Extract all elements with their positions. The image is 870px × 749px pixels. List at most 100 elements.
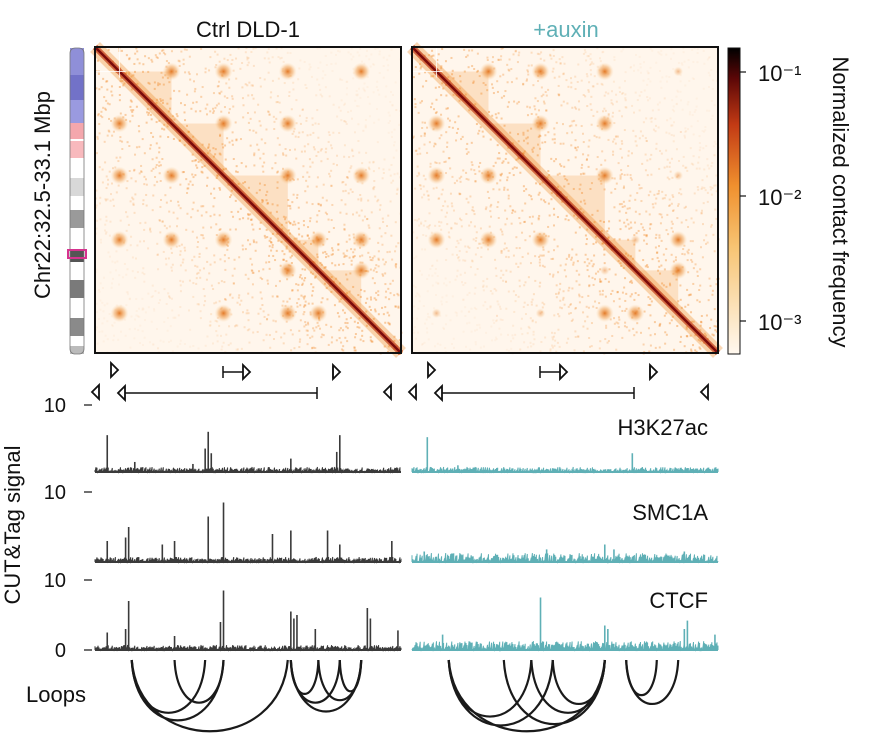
map-speckle xyxy=(701,186,704,189)
map-speckle xyxy=(330,144,333,147)
map-speckle xyxy=(499,305,502,308)
map-speckle xyxy=(575,149,578,152)
map-speckle xyxy=(555,284,558,287)
map-speckle xyxy=(158,83,161,86)
map-speckle xyxy=(343,228,346,231)
map-speckle xyxy=(312,327,315,330)
map-speckle xyxy=(508,69,511,72)
map-speckle xyxy=(655,233,658,236)
map-speckle xyxy=(658,245,661,248)
map-speckle xyxy=(129,244,132,247)
map-speckle xyxy=(590,62,593,65)
map-speckle xyxy=(162,51,165,54)
map-speckle xyxy=(267,110,270,113)
map-speckle xyxy=(356,93,359,96)
map-speckle xyxy=(459,273,462,276)
map-speckle xyxy=(342,349,345,352)
map-speckle xyxy=(166,329,169,332)
map-speckle xyxy=(266,318,269,321)
map-speckle xyxy=(160,71,163,74)
map-speckle xyxy=(498,157,501,160)
map-speckle xyxy=(513,310,516,313)
map-speckle xyxy=(266,190,269,193)
map-speckle xyxy=(696,52,699,55)
map-speckle xyxy=(715,174,718,177)
map-speckle xyxy=(713,154,716,157)
map-speckle xyxy=(422,305,425,308)
map-speckle xyxy=(223,281,226,284)
map-speckle xyxy=(495,320,498,323)
map-speckle xyxy=(701,129,704,132)
map-speckle xyxy=(679,131,682,134)
map-speckle xyxy=(552,224,555,227)
map-speckle xyxy=(298,114,301,117)
map-speckle xyxy=(475,236,478,239)
map-speckle xyxy=(346,278,349,281)
map-speckle xyxy=(213,302,216,305)
map-speckle xyxy=(422,174,425,177)
map-speckle xyxy=(390,234,393,237)
map-speckle xyxy=(665,53,668,56)
map-speckle xyxy=(703,62,706,65)
ideogram-band xyxy=(70,196,84,210)
map-speckle xyxy=(425,79,428,82)
map-speckle xyxy=(444,277,447,280)
map-speckle xyxy=(433,345,436,348)
map-speckle xyxy=(95,197,98,200)
map-speckle xyxy=(435,293,438,296)
map-speckle xyxy=(696,299,699,302)
map-speckle xyxy=(327,255,330,258)
map-speckle xyxy=(527,64,530,67)
map-speckle xyxy=(684,205,687,208)
map-speckle xyxy=(486,56,489,59)
map-speckle xyxy=(500,174,503,177)
map-speckle xyxy=(445,294,448,297)
map-speckle xyxy=(462,298,465,301)
map-speckle xyxy=(553,76,556,79)
map-speckle xyxy=(156,328,159,331)
map-speckle xyxy=(582,94,585,97)
map-speckle xyxy=(140,171,143,174)
map-speckle xyxy=(576,260,579,263)
map-speckle xyxy=(591,213,594,216)
map-speckle xyxy=(182,258,185,261)
map-speckle xyxy=(628,199,631,202)
map-speckle xyxy=(212,111,215,114)
map-speckle xyxy=(660,239,663,242)
map-speckle xyxy=(305,116,308,119)
map-speckle xyxy=(464,259,467,262)
map-speckle xyxy=(623,185,626,188)
map-speckle xyxy=(503,95,506,98)
map-speckle xyxy=(646,159,649,162)
map-speckle xyxy=(623,221,626,224)
map-speckle xyxy=(331,249,334,252)
map-speckle xyxy=(154,166,157,169)
map-speckle xyxy=(187,130,190,133)
map-speckle xyxy=(224,158,227,161)
map-speckle xyxy=(624,93,627,96)
map-speckle xyxy=(99,114,102,117)
map-speckle xyxy=(330,253,333,256)
map-speckle xyxy=(345,273,348,276)
map-speckle xyxy=(526,332,529,335)
map-speckle xyxy=(189,328,192,331)
map-speckle xyxy=(469,348,472,351)
map-speckle xyxy=(120,77,123,80)
map-speckle xyxy=(624,225,627,228)
map-speckle xyxy=(223,106,226,109)
map-speckle xyxy=(472,238,475,241)
map-speckle xyxy=(365,151,368,154)
map-speckle xyxy=(265,228,268,231)
map-speckle xyxy=(303,297,306,300)
map-speckle xyxy=(680,193,683,196)
map-speckle xyxy=(470,161,473,164)
map-speckle xyxy=(107,48,110,51)
map-speckle xyxy=(252,228,255,231)
map-speckle xyxy=(598,347,601,350)
map-speckle xyxy=(457,115,460,118)
map-speckle xyxy=(660,264,663,267)
map-speckle xyxy=(133,211,136,214)
map-loop-dot xyxy=(599,265,610,276)
map-speckle xyxy=(383,263,386,266)
map-speckle xyxy=(525,188,528,191)
